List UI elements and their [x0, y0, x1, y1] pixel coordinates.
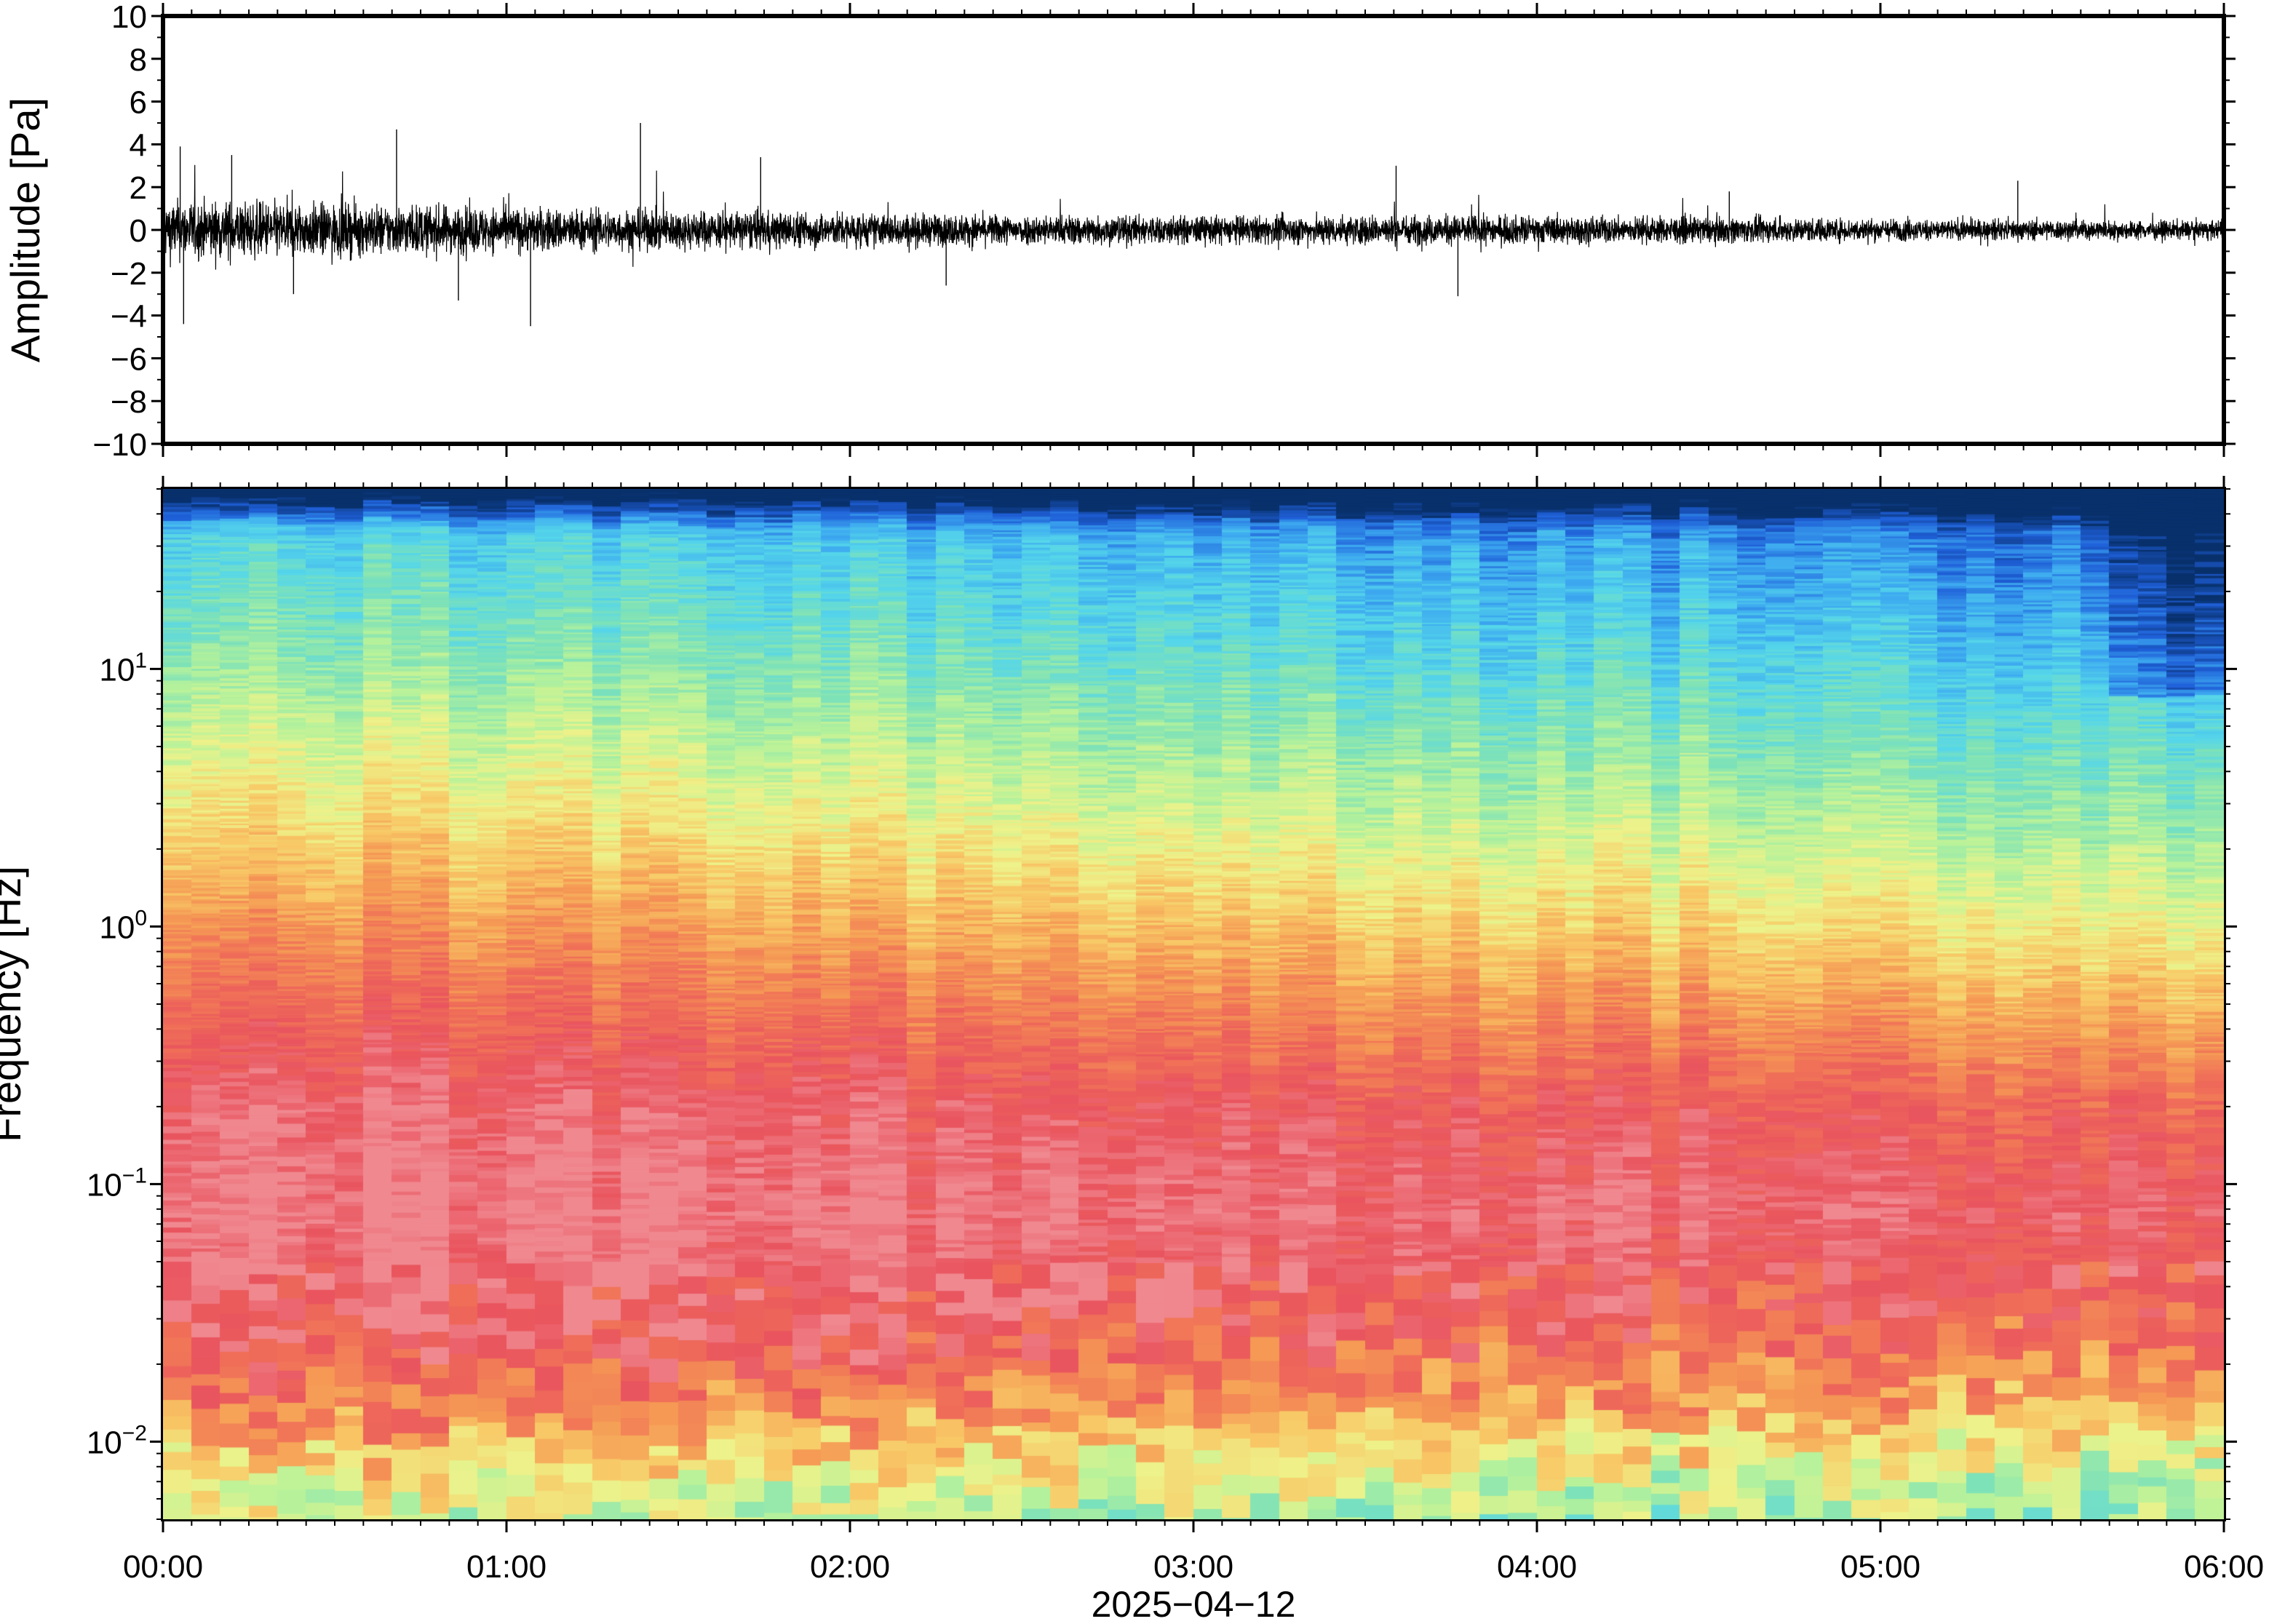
waveform-y-tick-label: 8	[130, 42, 147, 78]
spectrogram-axes: 10−2 10−1 100 101	[87, 476, 2237, 1532]
time-tick-label: 02:00	[810, 1549, 890, 1585]
date-label: 2025−04−12	[1092, 1584, 1296, 1624]
frequency-tick-label: 100	[99, 906, 147, 945]
waveform-trace	[162, 164, 2225, 270]
waveform-peaks	[179, 123, 2019, 327]
time-tick-label: 01:00	[466, 1549, 547, 1585]
waveform-y-tick-label: 10	[111, 0, 147, 35]
spectrogram-y-axis-label: Frequency [Hz]	[0, 866, 29, 1142]
waveform-y-tick-label: 6	[130, 85, 147, 121]
waveform-y-tick-label: 2	[130, 170, 147, 206]
frequency-tick-label: 10−2	[87, 1421, 147, 1460]
waveform-y-tick-label: 4	[130, 127, 147, 163]
waveform-y-tick-label: −8	[111, 384, 147, 420]
waveform-y-tick-label: −2	[111, 256, 147, 292]
waveform-y-tick-label: −4	[111, 299, 147, 335]
frequency-tick-label: 101	[99, 648, 147, 688]
time-tick-label: 05:00	[1840, 1549, 1920, 1585]
time-tick-label: 04:00	[1497, 1549, 1577, 1585]
waveform-y-tick-label: 0	[130, 213, 147, 249]
spectrogram-heatmap	[163, 489, 2224, 1519]
waveform-y-tick-label: −10	[92, 427, 147, 463]
time-tick-label: 06:00	[2184, 1549, 2264, 1585]
waveform-y-tick-label: −6	[111, 341, 147, 377]
waveform-y-axis-label: Amplitude [Pa]	[2, 97, 48, 362]
time-tick-label: 00:00	[123, 1549, 203, 1585]
waveform-frame	[161, 14, 2226, 446]
frequency-tick-label: 10−1	[87, 1163, 147, 1203]
time-tick-label: 03:00	[1153, 1549, 1233, 1585]
waveform-panel: −10 −8 −6 −4 −2 0 2 4 6 8 10 Amplitude [Pa]	[2, 0, 2236, 463]
time-axis-tick-labels: 00:00 01:00 02:00 03:00 04:00 05:00 06:00	[123, 1549, 2264, 1585]
